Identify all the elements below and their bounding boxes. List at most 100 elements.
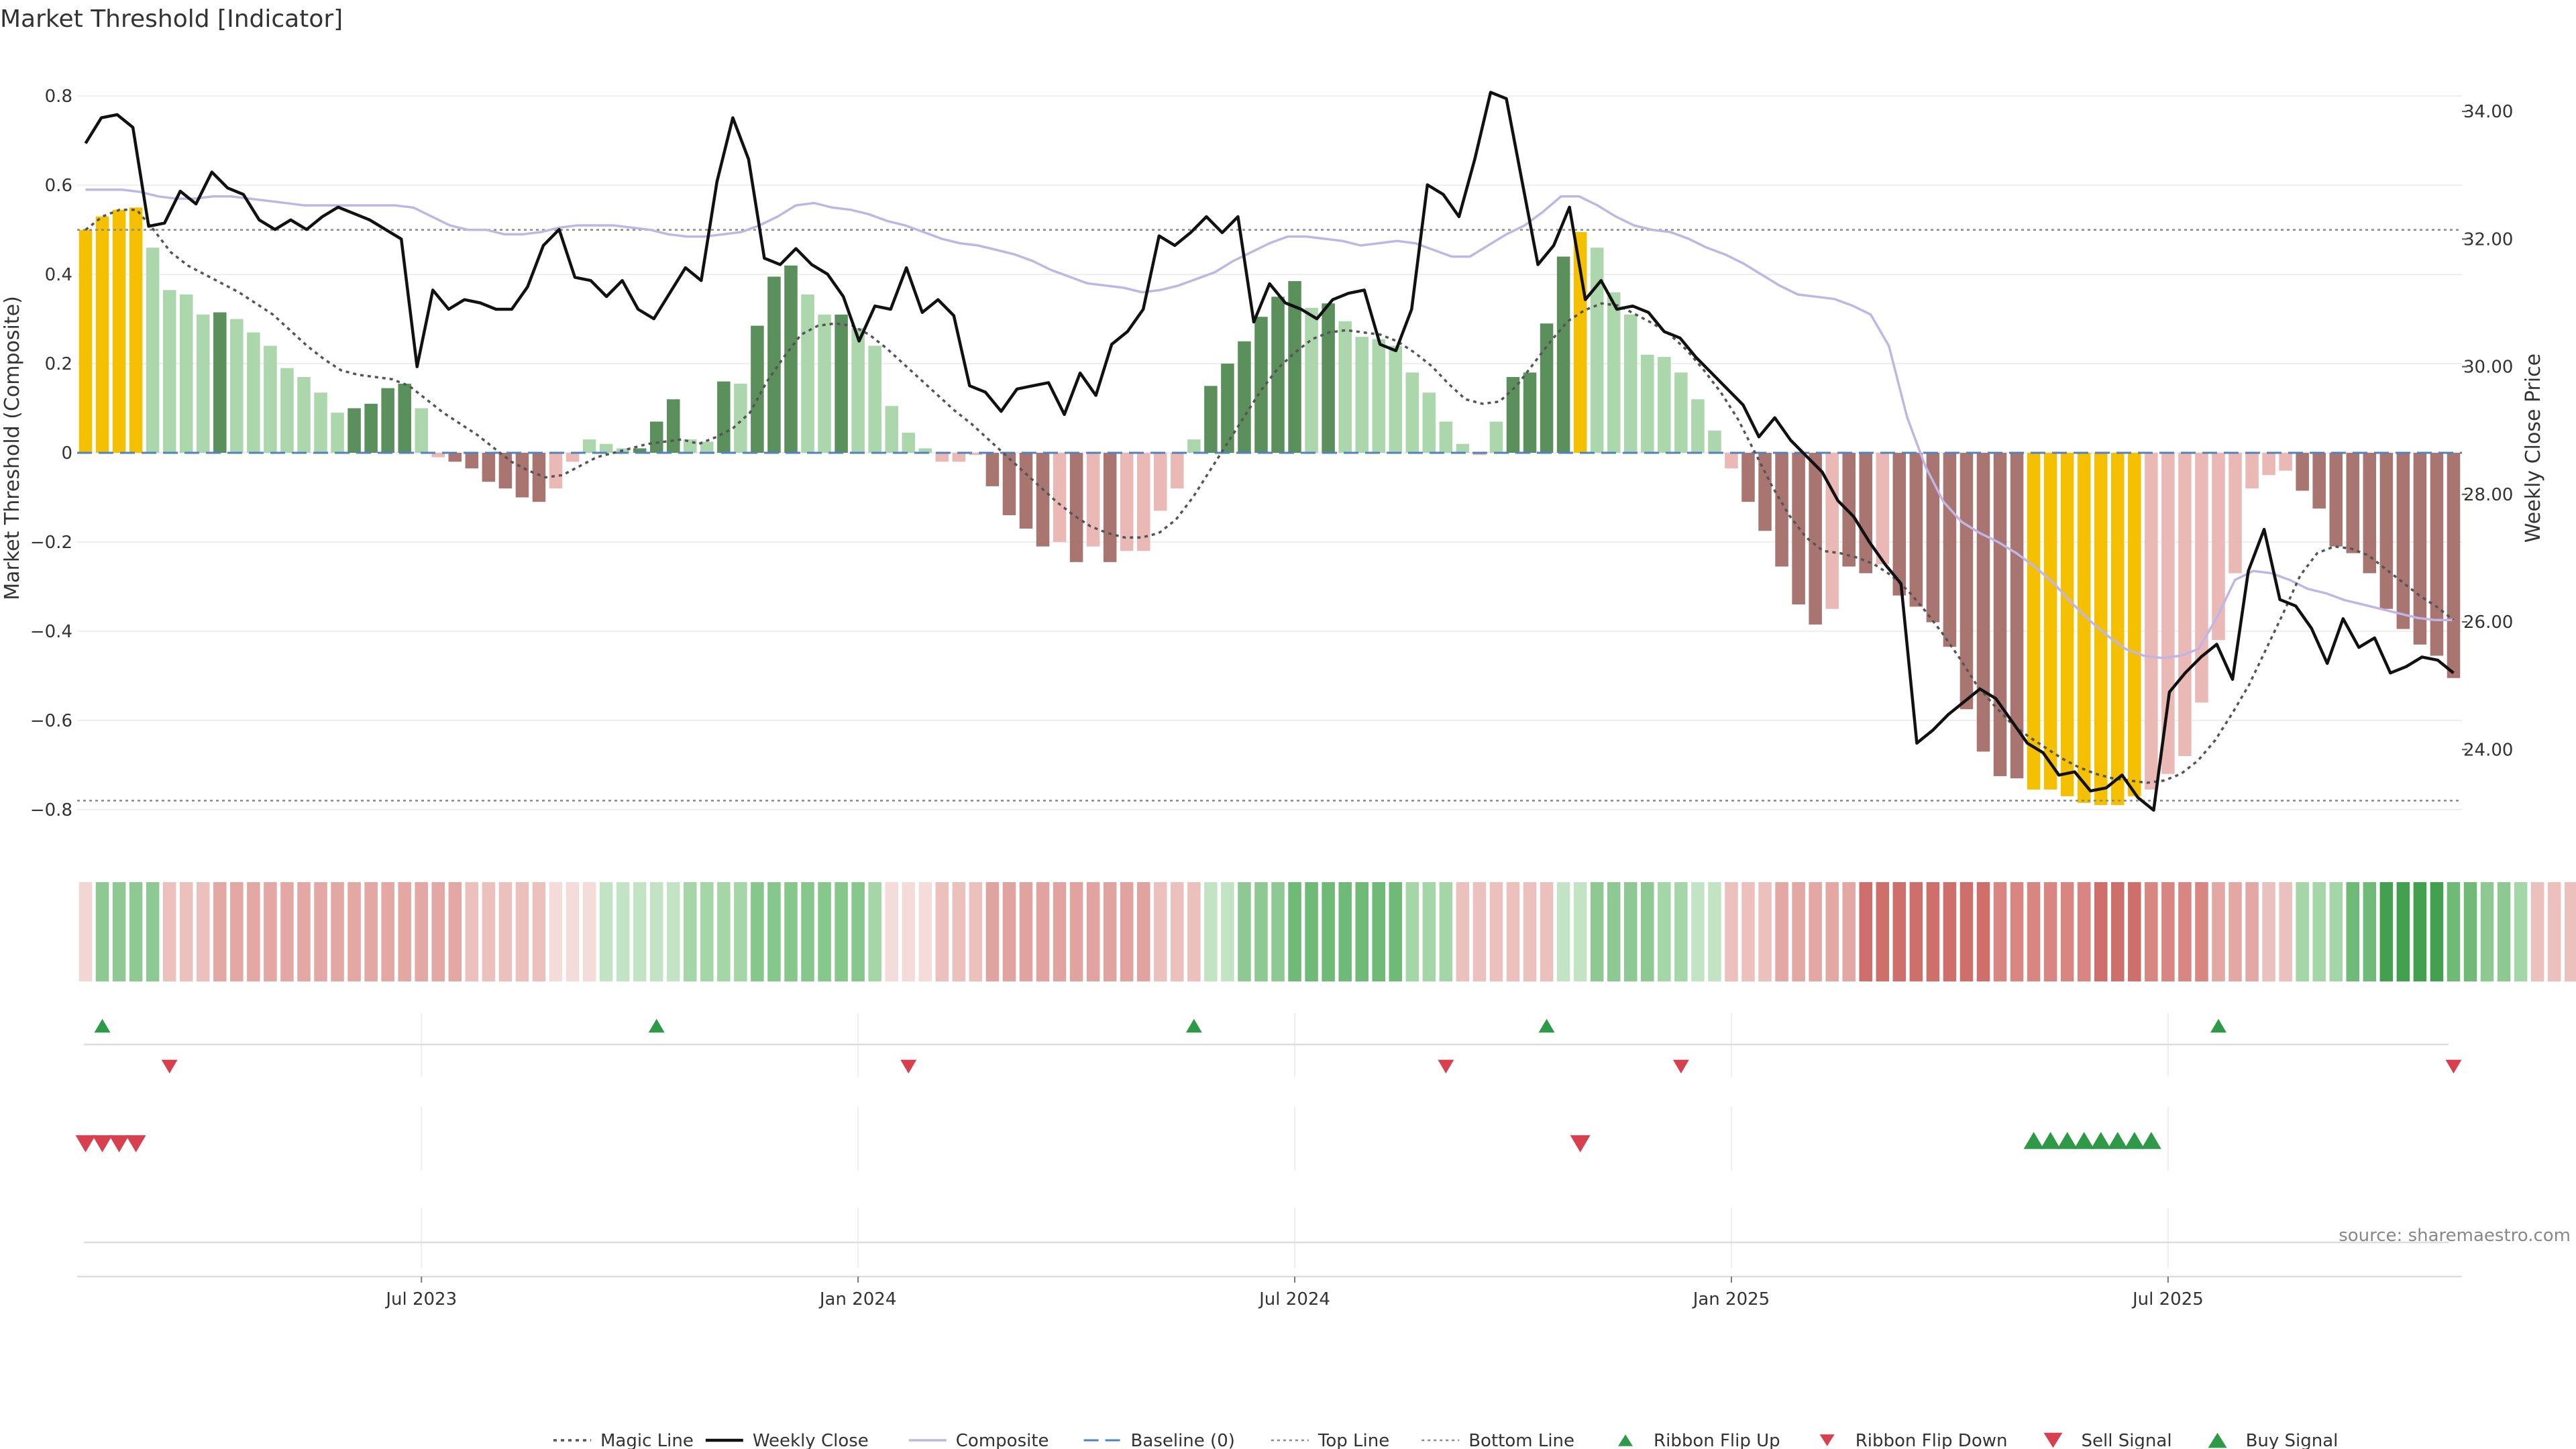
composite-bar <box>885 406 898 453</box>
composite-bar <box>1422 392 1436 453</box>
ribbon-cell <box>1674 882 1688 981</box>
ribbon-cell <box>1036 882 1050 981</box>
ribbon-cell <box>784 882 798 981</box>
ribbon-cell <box>2447 882 2461 981</box>
legend-label: Magic Line <box>600 1431 694 1449</box>
ribbon-cell <box>734 882 747 981</box>
ribbon-cell <box>717 882 731 981</box>
ribbon-cell <box>684 882 697 981</box>
y2-tick-label: 32.00 <box>2463 229 2513 250</box>
composite-bar <box>1909 453 1923 607</box>
composite-bar <box>1976 453 1990 752</box>
composite-bar <box>2396 453 2410 629</box>
ribbon-cell <box>818 882 831 981</box>
ribbon-cell <box>1271 882 1285 981</box>
y-tick-label: 0.6 <box>45 176 72 196</box>
composite-bar <box>1556 256 1570 453</box>
legend-label: Composite <box>956 1431 1049 1449</box>
ribbon-cell <box>179 882 193 981</box>
ribbon-cell <box>280 882 294 981</box>
ribbon-cell <box>1960 882 1974 981</box>
composite-bar <box>1389 345 1403 453</box>
ribbon-cell <box>700 882 714 981</box>
ribbon-cell <box>868 882 881 981</box>
y-tick-label: −0.4 <box>30 622 72 642</box>
ribbon-cell <box>2027 882 2041 981</box>
composite-bar <box>918 448 932 453</box>
composite-bar <box>1338 321 1352 453</box>
ribbon-cell <box>1069 882 1083 981</box>
composite-bar <box>2161 453 2175 774</box>
composite-bar <box>1322 303 1335 453</box>
composite-bar <box>347 408 361 453</box>
ribbon-cell <box>2178 882 2192 981</box>
ribbon-cell <box>1725 882 1738 981</box>
ribbon-cell <box>633 882 647 981</box>
ribbon-cell <box>935 882 949 981</box>
ribbon-cell <box>2128 882 2141 981</box>
composite-bar <box>717 381 731 453</box>
ribbon-cell <box>364 882 378 981</box>
ribbon-cell <box>566 882 580 981</box>
ribbon-cell <box>1809 882 1822 981</box>
ribbon-cell <box>767 882 781 981</box>
y-axis-label: Market Threshold (Composite) <box>1 296 24 600</box>
ribbon-cell <box>616 882 630 981</box>
composite-bar <box>2262 453 2275 476</box>
composite-bar <box>1238 341 1251 453</box>
ribbon-cell <box>1641 882 1654 981</box>
composite-bar <box>1288 281 1301 453</box>
ribbon-flip-up-marker <box>94 1018 111 1033</box>
ribbon-cell <box>448 882 462 981</box>
composite-bar <box>1641 354 1654 453</box>
legend: Magic Line Weekly Close Composite Baseline … <box>553 1431 2338 1449</box>
composite-line <box>85 189 2454 659</box>
ribbon-cell <box>1741 882 1755 981</box>
composite-bar <box>515 453 529 498</box>
ribbon-flip-up-marker <box>648 1018 665 1033</box>
composite-bar <box>1489 421 1503 453</box>
composite-bar <box>751 325 764 453</box>
composite-bar <box>700 441 714 453</box>
ribbon-cell <box>1405 882 1419 981</box>
legend-label: Ribbon Flip Down <box>1856 1431 2008 1449</box>
composite-bar <box>566 453 580 462</box>
composite-bar <box>2043 453 2057 790</box>
ribbon-cell <box>2564 882 2576 981</box>
ribbon-cell <box>465 882 479 981</box>
composite-bar <box>2296 453 2309 491</box>
composite-bar <box>1741 453 1755 502</box>
composite-bar <box>2413 453 2427 645</box>
y2-tick-label: 26.00 <box>2463 612 2513 633</box>
composite-bar <box>415 408 428 453</box>
legend-swatch-ribbon-flip-up <box>1618 1434 1633 1446</box>
ribbon-cell <box>969 882 983 981</box>
composite-bar <box>1859 453 1873 574</box>
composite-bar <box>2279 453 2292 471</box>
ribbon-cell <box>2161 882 2175 981</box>
x-tick-label: Jan 2024 <box>818 1289 897 1309</box>
ribbon-cell <box>230 882 244 981</box>
ribbon-cell <box>549 882 563 981</box>
ribbon-cell <box>482 882 496 981</box>
composite-bar <box>1472 453 1487 455</box>
composite-bar <box>1456 443 1470 453</box>
composite-bar <box>1069 453 1083 562</box>
composite-bar <box>1002 453 1016 516</box>
ribbon-cell <box>2497 882 2511 981</box>
ribbon-cell <box>1456 882 1470 981</box>
composite-bar <box>162 290 176 453</box>
buy-signal-marker <box>2074 1132 2094 1149</box>
ribbon-cell <box>1439 882 1453 981</box>
ribbon-flip-up-marker <box>1538 1018 1555 1033</box>
composite-bar <box>2128 453 2141 796</box>
sell-signal-marker <box>125 1135 146 1152</box>
ribbon-cell <box>95 882 109 981</box>
sell-signal-marker <box>109 1135 129 1152</box>
ribbon-flip-down-marker <box>161 1059 178 1074</box>
composite-bar <box>2010 453 2024 779</box>
composite-bar <box>2430 453 2444 656</box>
buy-signal-marker <box>2090 1132 2111 1149</box>
weekly-close-line <box>84 91 2455 812</box>
ribbon-cell <box>2245 882 2259 981</box>
